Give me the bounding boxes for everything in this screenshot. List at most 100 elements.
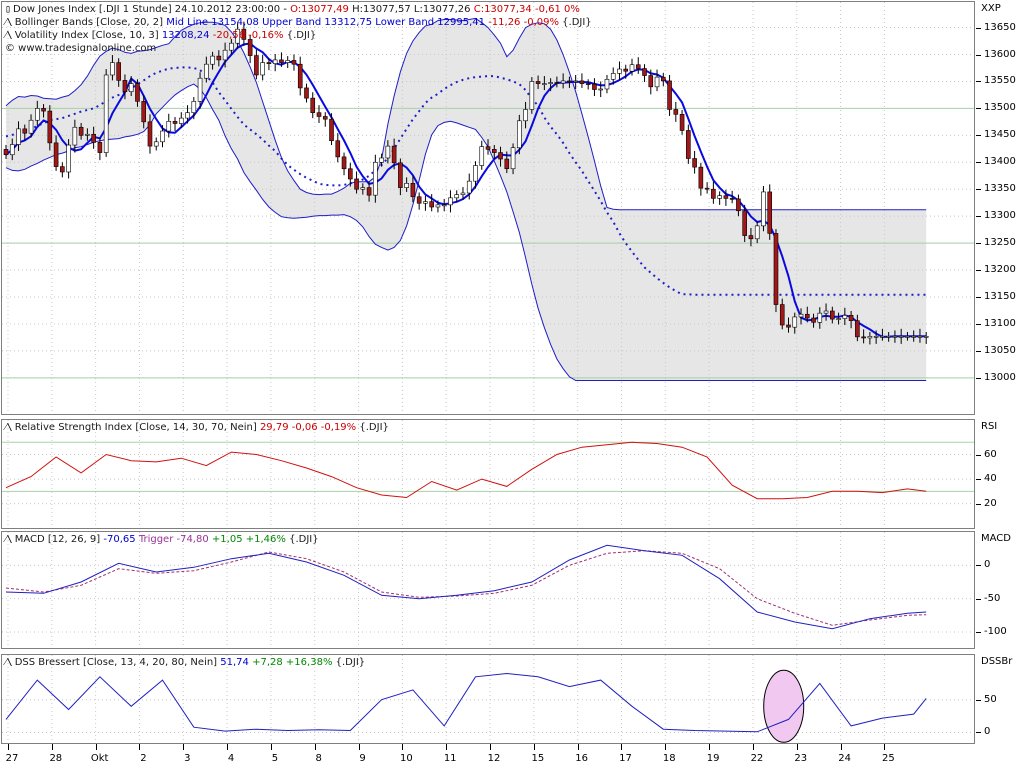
candle-body (804, 313, 810, 319)
rsi-pane[interactable]: ⁄\ Relative Strength Index [Close, 14, 30… (1, 419, 975, 529)
rsi-chart-svg (2, 420, 974, 528)
candle-body (116, 62, 121, 81)
candle-body (135, 83, 140, 102)
macd-symbol: {.DJI} (289, 534, 319, 545)
line-indicator-icon: ⁄\ (5, 422, 13, 433)
candle-body (567, 80, 572, 83)
candle-body (172, 121, 178, 124)
candle-body (660, 76, 666, 82)
time-tick-mark (183, 744, 185, 750)
dss-axis[interactable]: DSSBr 50 0 (975, 654, 1024, 744)
instrument-name: Dow Jones Index [.DJI 1 Stunde] 24.10.20… (13, 4, 281, 15)
close-value: C:13077,34 (473, 4, 532, 15)
dss-pane[interactable]: ⁄\ DSS Bressert [Close, 13, 4, 20, 80, Ne… (1, 654, 975, 744)
candle-body (435, 204, 441, 208)
macd-pane[interactable]: ⁄\ MACD [12, 26, 9] -70,65 Trigger -74,80… (1, 531, 975, 649)
candle-body (898, 336, 904, 338)
dss-axis-label: DSSBr (981, 656, 1013, 667)
candle-body (585, 83, 591, 85)
candle-body (254, 55, 259, 76)
macd-change: +1,05 +1,46% (211, 534, 286, 545)
candle-body (448, 197, 453, 206)
macd-axis[interactable]: MACD 0 -50 -100 (975, 531, 1024, 649)
time-tick-label: 9 (359, 753, 366, 764)
candle-body (22, 128, 28, 134)
candle-body (592, 83, 597, 90)
candle-body (905, 336, 910, 338)
candle-body (441, 204, 447, 207)
time-tick-label: 17 (619, 753, 632, 764)
candle-body (517, 120, 522, 149)
time-tick-mark (796, 744, 798, 750)
candle-body (754, 225, 760, 240)
chart-type-icon: ▯ (5, 4, 12, 15)
candle-body (692, 158, 697, 168)
candle-body (454, 194, 460, 199)
candle-body (604, 78, 610, 90)
line-indicator-icon: ⁄\ (5, 657, 13, 668)
rsi-values: 29,79 -0,06 -0,19% (259, 422, 357, 433)
candle-body (798, 313, 804, 318)
candle-body (460, 192, 466, 195)
time-tick-mark (533, 744, 535, 750)
candle-body (767, 191, 773, 234)
candle-body (554, 82, 560, 84)
candle-body (122, 80, 128, 92)
price-axis[interactable]: XXP 13650 13600 13550 13500 13450 13400 13350 1… (976, 1, 1024, 415)
price-axis-label: XXP (981, 3, 1001, 14)
macd-tick-label: -50 (975, 592, 1001, 604)
price-pane[interactable]: ▯ Dow Jones Index [.DJI 1 Stunde] 24.10.2… (1, 1, 975, 415)
time-tick-label: 24 (838, 753, 851, 764)
candle-body (610, 73, 616, 80)
candle-body (654, 76, 660, 88)
candle-body (329, 118, 334, 142)
rsi-tick-label: 20 (976, 497, 997, 509)
rsi-axis[interactable]: RSI 60 40 20 (976, 419, 1024, 529)
candle-body (60, 166, 65, 173)
candle-body (429, 201, 434, 208)
time-tick-label: 15 (531, 753, 545, 764)
main-tick-label: 13550 (976, 75, 1016, 87)
candle-body (341, 156, 347, 170)
time-tick-mark (314, 744, 316, 750)
candle-body (880, 336, 885, 338)
candle-body (579, 80, 585, 84)
time-tick-mark (621, 744, 623, 750)
price-header-line1: ▯ Dow Jones Index [.DJI 1 Stunde] 24.10.2… (5, 4, 580, 15)
dss-tick-label: 0 (975, 726, 991, 738)
candle-body (729, 198, 735, 200)
dss-value: 51,74 (220, 657, 249, 668)
close-change: -0,61 0% (534, 4, 580, 15)
candle-body (391, 145, 397, 164)
mid-line (5, 66, 927, 296)
time-tick-label: 2 (140, 753, 147, 764)
main-tick-label: 13050 (976, 344, 1016, 356)
candle-body (723, 195, 729, 199)
candle-body (347, 168, 353, 180)
time-tick-mark (358, 744, 360, 750)
dss-header: ⁄\ DSS Bressert [Close, 13, 4, 20, 80, Ne… (5, 657, 365, 669)
candle-body (648, 75, 654, 88)
macd-header: ⁄\ MACD [12, 26, 9] -70,65 Trigger -74,80… (5, 534, 319, 546)
candle-body (504, 158, 510, 170)
candle-body (266, 62, 272, 64)
candle-body (141, 101, 147, 123)
price-chart-svg (2, 2, 974, 414)
main-tick-label: 13600 (976, 48, 1016, 60)
candle-body (491, 149, 497, 153)
line-indicator-icon: ⁄\ (5, 30, 13, 41)
candle-body (128, 83, 134, 92)
candle-body (848, 315, 854, 322)
candle-body (41, 108, 46, 112)
time-axis[interactable]: 27 28 Okt 2 3 4 5 8 9 10 11 12 15 16 17 18 19 22 23 24 25 (0, 744, 1024, 768)
main-tick-label: 13650 (976, 21, 1016, 33)
candle-body (773, 233, 779, 305)
volatility-header: ⁄\ Volatility Index [Close, 10, 3] 13208,… (5, 30, 316, 42)
website-credit: © www.tradesignalonline.com (5, 43, 156, 55)
candle-body (629, 64, 635, 72)
open-value: O:13077,49 (290, 4, 349, 15)
volatility-change: -20,56 -0,16% (212, 30, 284, 41)
volatility-symbol: {.DJI} (286, 30, 317, 41)
candle-body (811, 317, 816, 323)
candle-body (34, 108, 40, 121)
